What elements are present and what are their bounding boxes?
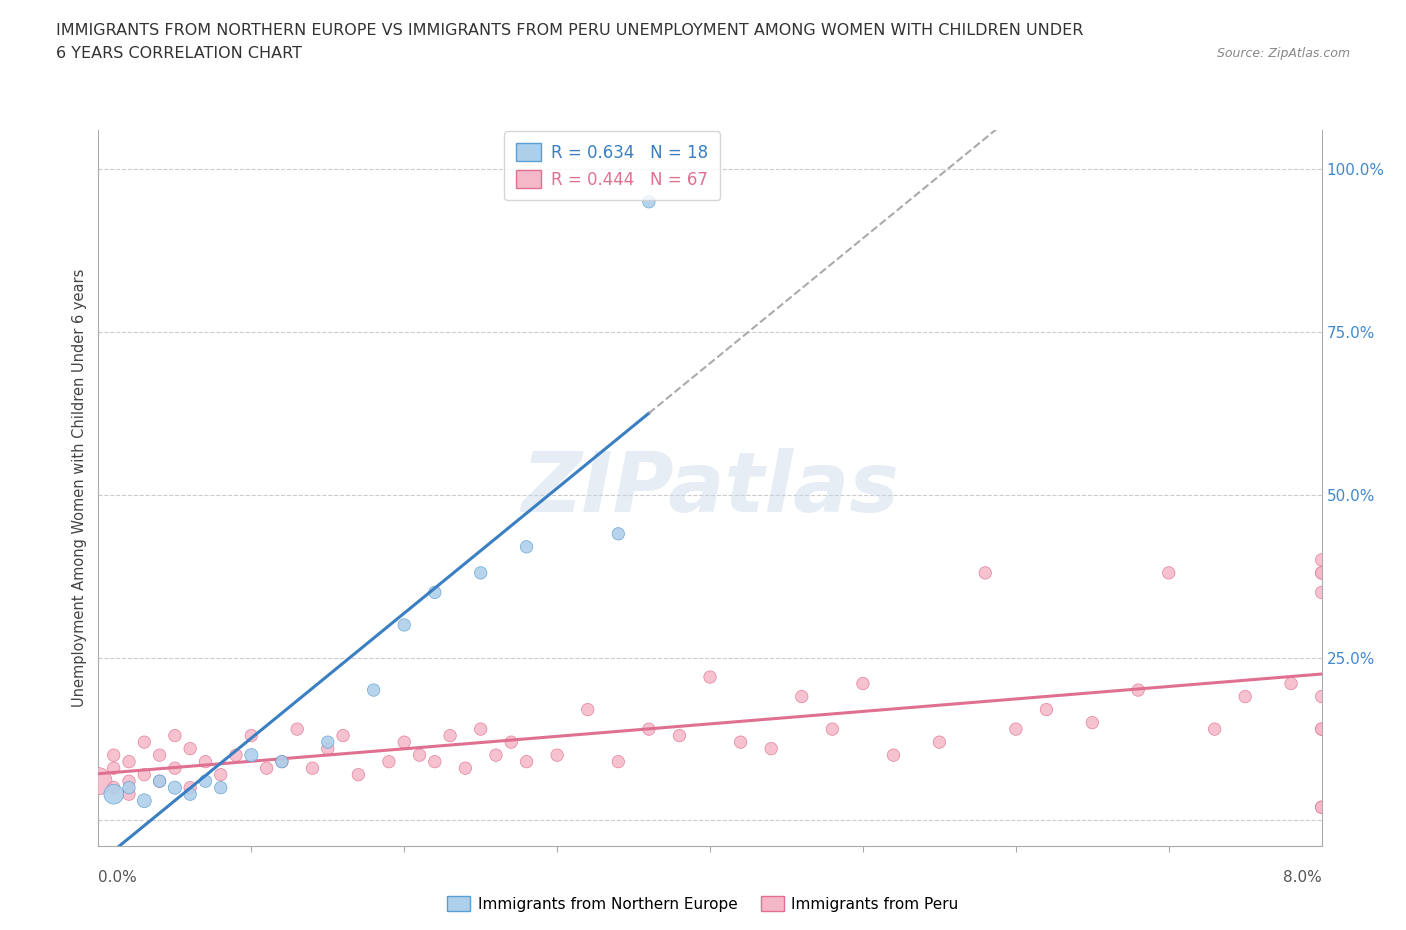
Text: Source: ZipAtlas.com: Source: ZipAtlas.com — [1216, 46, 1350, 60]
Point — [118, 787, 141, 802]
Point — [103, 761, 125, 776]
Point — [1310, 565, 1333, 580]
Point — [179, 741, 201, 756]
Point — [163, 780, 186, 795]
Point — [516, 754, 538, 769]
Point — [134, 767, 156, 782]
Point — [134, 793, 156, 808]
Point — [392, 618, 416, 632]
Point — [194, 754, 217, 769]
Point — [1310, 552, 1333, 567]
Point — [163, 761, 186, 776]
Point — [332, 728, 354, 743]
Point — [470, 565, 492, 580]
Legend: Immigrants from Northern Europe, Immigrants from Peru: Immigrants from Northern Europe, Immigra… — [441, 889, 965, 918]
Point — [256, 761, 278, 776]
Point — [1310, 800, 1333, 815]
Point — [1310, 585, 1333, 600]
Point — [179, 787, 201, 802]
Text: 6 YEARS CORRELATION CHART: 6 YEARS CORRELATION CHART — [56, 46, 302, 61]
Point — [699, 670, 721, 684]
Point — [759, 741, 782, 756]
Point — [470, 722, 492, 737]
Point — [118, 780, 141, 795]
Point — [270, 754, 294, 769]
Point — [576, 702, 599, 717]
Point — [1279, 676, 1302, 691]
Point — [179, 780, 201, 795]
Text: 0.0%: 0.0% — [98, 870, 138, 884]
Point — [316, 735, 339, 750]
Point — [378, 754, 401, 769]
Point — [790, 689, 813, 704]
Point — [134, 735, 156, 750]
Point — [485, 748, 508, 763]
Point — [285, 722, 308, 737]
Point — [149, 774, 172, 789]
Text: 8.0%: 8.0% — [1282, 870, 1322, 884]
Y-axis label: Unemployment Among Women with Children Under 6 years: Unemployment Among Women with Children U… — [72, 269, 87, 708]
Point — [668, 728, 690, 743]
Text: IMMIGRANTS FROM NORTHERN EUROPE VS IMMIGRANTS FROM PERU UNEMPLOYMENT AMONG WOMEN: IMMIGRANTS FROM NORTHERN EUROPE VS IMMIG… — [56, 23, 1084, 38]
Point — [637, 194, 661, 209]
Text: ZIPatlas: ZIPatlas — [522, 447, 898, 529]
Point — [1310, 689, 1333, 704]
Point — [454, 761, 477, 776]
Point — [516, 539, 538, 554]
Point — [501, 735, 523, 750]
Point — [103, 748, 125, 763]
Point — [209, 780, 232, 795]
Point — [301, 761, 323, 776]
Point — [637, 722, 661, 737]
Point — [103, 780, 125, 795]
Point — [1035, 702, 1057, 717]
Point — [316, 741, 339, 756]
Point — [1310, 722, 1333, 737]
Point — [928, 735, 950, 750]
Point — [209, 767, 232, 782]
Point — [118, 774, 141, 789]
Point — [149, 774, 172, 789]
Point — [730, 735, 752, 750]
Point — [363, 683, 385, 698]
Point — [149, 748, 172, 763]
Point — [1310, 800, 1333, 815]
Point — [974, 565, 997, 580]
Point — [225, 748, 247, 763]
Point — [1234, 689, 1257, 704]
Point — [1204, 722, 1226, 737]
Point — [118, 754, 141, 769]
Point — [852, 676, 875, 691]
Point — [408, 748, 430, 763]
Point — [607, 754, 630, 769]
Point — [1081, 715, 1104, 730]
Point — [423, 754, 446, 769]
Point — [1157, 565, 1180, 580]
Point — [392, 735, 416, 750]
Point — [439, 728, 461, 743]
Point — [1128, 683, 1150, 698]
Point — [194, 774, 217, 789]
Point — [1004, 722, 1026, 737]
Point — [103, 787, 125, 802]
Point — [546, 748, 568, 763]
Point — [1310, 722, 1333, 737]
Point — [347, 767, 370, 782]
Legend: R = 0.634   N = 18, R = 0.444   N = 67: R = 0.634 N = 18, R = 0.444 N = 67 — [505, 131, 720, 200]
Point — [87, 774, 110, 789]
Point — [821, 722, 844, 737]
Point — [240, 728, 263, 743]
Point — [883, 748, 905, 763]
Point — [163, 728, 186, 743]
Point — [270, 754, 294, 769]
Point — [607, 526, 630, 541]
Point — [240, 748, 263, 763]
Point — [423, 585, 446, 600]
Point — [1310, 565, 1333, 580]
